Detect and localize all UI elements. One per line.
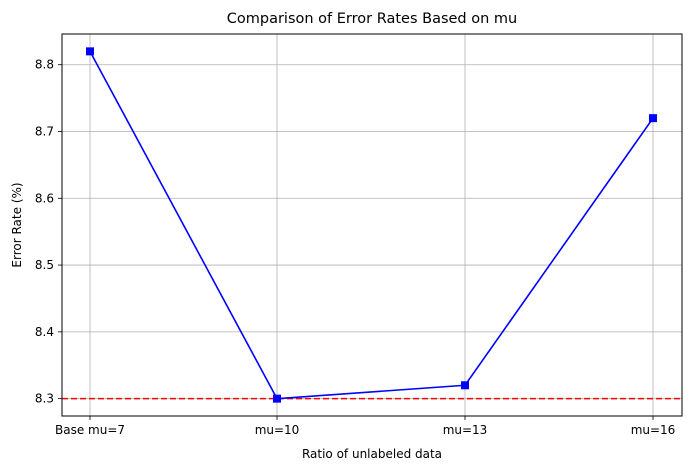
plot-frame (61, 33, 683, 417)
chart-title: Comparison of Error Rates Based on mu (227, 11, 517, 27)
x-tick-label: mu=13 (443, 423, 488, 437)
y-tick-label: 8.6 (35, 191, 54, 205)
y-tick-label: 8.4 (35, 325, 54, 339)
ticks-group: Base mu=7 mu=10 mu=13 mu=16 8.3 8.4 8.5 8.6 8.7 8… (35, 58, 675, 437)
x-tick-label: mu=10 (255, 423, 300, 437)
series-group (86, 47, 657, 403)
data-point-marker (273, 394, 281, 403)
y-tick-label: 8.7 (35, 125, 54, 139)
x-tick-label: Base mu=7 (55, 423, 125, 437)
x-axis-label: Ratio of unlabeled data (302, 447, 442, 461)
x-tick-label: mu=16 (631, 423, 676, 437)
y-axis-label: Error Rate (%) (10, 182, 24, 267)
data-point-marker (461, 381, 469, 390)
series-line (89, 50, 654, 400)
y-tick-label: 8.5 (35, 258, 54, 272)
data-point-marker (649, 114, 657, 123)
data-point-marker (86, 47, 94, 56)
y-tick-label: 8.3 (35, 392, 54, 406)
y-tick-label: 8.8 (35, 58, 54, 72)
